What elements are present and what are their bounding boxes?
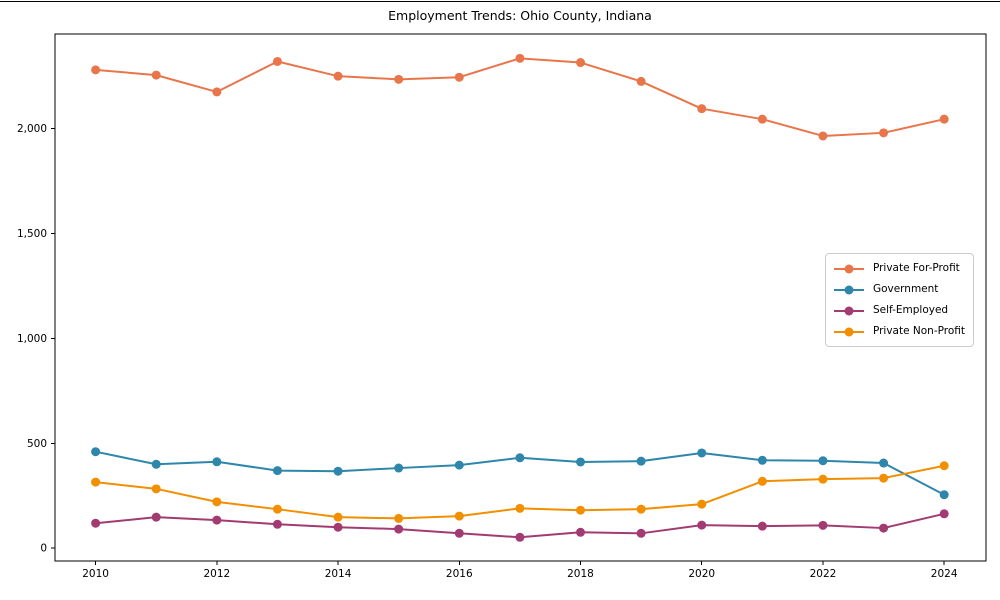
legend-label: Government <box>872 283 939 296</box>
data-point-private-for-profit <box>454 72 464 82</box>
x-tick-label: 2012 <box>203 568 230 580</box>
x-tick-label: 2020 <box>688 568 715 580</box>
data-point-government <box>576 457 586 467</box>
legend-label: Self-Employed <box>872 304 949 317</box>
legend-item-government: Government <box>832 280 965 299</box>
data-point-government <box>272 466 282 476</box>
x-tick-label: 2014 <box>325 568 352 580</box>
chart-title: Employment Trends: Ohio County, Indiana <box>388 8 652 23</box>
data-point-government <box>879 458 889 468</box>
data-point-self-employed <box>636 528 646 538</box>
data-point-private-for-profit <box>636 76 646 86</box>
data-point-private-non-profit <box>212 497 222 507</box>
data-point-private-for-profit <box>151 70 161 80</box>
data-point-self-employed <box>515 532 525 542</box>
data-point-private-for-profit <box>697 104 707 114</box>
data-point-self-employed <box>91 518 101 528</box>
data-point-government <box>151 459 161 469</box>
data-point-government <box>333 466 343 476</box>
data-point-self-employed <box>818 520 828 530</box>
data-point-self-employed <box>212 515 222 525</box>
data-point-private-for-profit <box>515 53 525 63</box>
data-point-self-employed <box>576 527 586 537</box>
y-tick-label: 1,000 <box>17 333 47 345</box>
x-tick-label: 2018 <box>567 568 594 580</box>
data-point-government <box>636 456 646 466</box>
series-line-private-for-profit <box>94 57 946 137</box>
data-point-self-employed <box>333 522 343 532</box>
y-tick-label: 2,000 <box>17 123 47 135</box>
data-point-private-for-profit <box>333 71 343 81</box>
data-point-self-employed <box>151 512 161 522</box>
data-point-government <box>394 463 404 473</box>
x-tick-label: 2016 <box>446 568 473 580</box>
data-point-private-non-profit <box>515 503 525 513</box>
x-tick-label: 2022 <box>810 568 837 580</box>
data-point-self-employed <box>939 509 949 519</box>
data-point-private-for-profit <box>757 114 767 124</box>
data-point-private-non-profit <box>576 505 586 515</box>
data-point-self-employed <box>879 523 889 533</box>
data-point-private-non-profit <box>333 512 343 522</box>
data-point-government <box>939 490 949 500</box>
data-point-private-non-profit <box>818 474 828 484</box>
x-tick-label: 2024 <box>931 568 958 580</box>
data-point-private-non-profit <box>757 476 767 486</box>
y-tick-label: 0 <box>40 543 47 555</box>
plot-frame <box>54 33 987 562</box>
data-point-private-for-profit <box>818 131 828 141</box>
x-tick-label: 2010 <box>82 568 109 580</box>
data-point-government <box>818 456 828 466</box>
y-tick-label: 1,500 <box>17 228 47 240</box>
data-point-private-non-profit <box>697 499 707 509</box>
data-point-private-non-profit <box>636 504 646 514</box>
legend-label: Private For-Profit <box>872 262 960 275</box>
y-tick-label: 500 <box>27 438 47 450</box>
data-point-private-non-profit <box>394 513 404 523</box>
legend-item-private-non-profit: Private Non-Profit <box>832 322 965 341</box>
legend: Private For-Profit Government Self-Emplo… <box>824 253 974 347</box>
data-point-private-non-profit <box>91 477 101 487</box>
line-marker-icon <box>833 285 864 294</box>
data-point-self-employed <box>394 524 404 534</box>
data-point-private-for-profit <box>91 65 101 75</box>
legend-item-private-for-profit: Private For-Profit <box>832 259 965 278</box>
screenshot-top-border <box>0 1 1000 2</box>
data-point-government <box>757 455 767 465</box>
line-marker-icon <box>833 264 864 273</box>
data-point-government <box>515 453 525 463</box>
line-marker-icon <box>833 306 864 315</box>
data-point-government <box>454 460 464 470</box>
data-point-self-employed <box>697 520 707 530</box>
data-point-self-employed <box>757 521 767 531</box>
data-point-private-non-profit <box>454 511 464 521</box>
data-point-private-non-profit <box>151 484 161 494</box>
data-point-private-for-profit <box>879 128 889 138</box>
data-point-private-for-profit <box>939 114 949 124</box>
data-point-self-employed <box>272 519 282 529</box>
data-point-private-for-profit <box>212 87 222 97</box>
data-point-government <box>212 457 222 467</box>
data-point-government <box>91 447 101 457</box>
data-point-private-for-profit <box>272 56 282 66</box>
series-group <box>91 53 949 542</box>
data-point-private-non-profit <box>939 461 949 471</box>
line-marker-icon <box>833 327 864 336</box>
legend-label: Private Non-Profit <box>872 325 965 338</box>
data-point-self-employed <box>454 528 464 538</box>
data-point-private-for-profit <box>394 74 404 84</box>
data-point-private-non-profit <box>272 504 282 514</box>
data-point-private-for-profit <box>576 58 586 68</box>
data-point-private-non-profit <box>879 473 889 483</box>
legend-item-self-employed: Self-Employed <box>832 301 965 320</box>
axes: 0 500 1,000 1,500 2,000 2010 2012 2014 2016 2018 2… <box>17 33 987 580</box>
data-point-government <box>697 448 707 458</box>
